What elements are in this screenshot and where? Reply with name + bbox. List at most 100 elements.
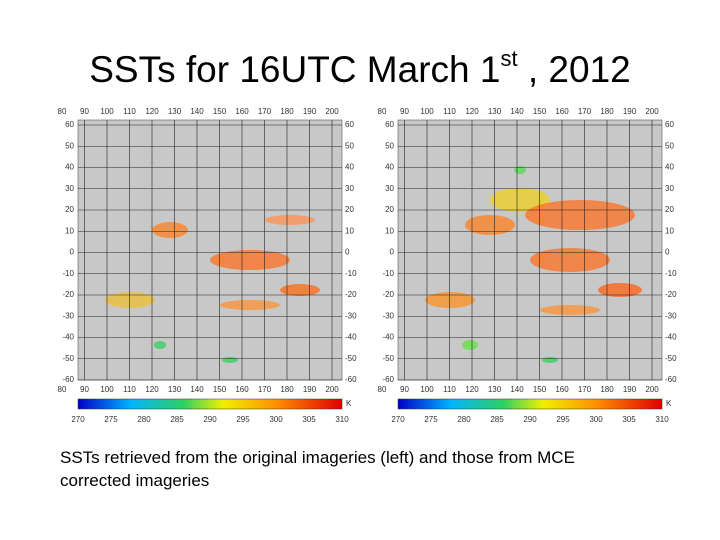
lat-label: -60 bbox=[382, 375, 394, 384]
lat-label: -60 bbox=[345, 375, 357, 384]
colorbar-label: 285 bbox=[170, 415, 184, 424]
lat-label: -30 bbox=[665, 311, 677, 320]
sst-patch bbox=[542, 357, 558, 363]
lon-label: 170 bbox=[258, 107, 272, 116]
sst-patch bbox=[265, 215, 315, 225]
lat-label: 50 bbox=[345, 141, 354, 150]
sst-patch bbox=[465, 215, 515, 235]
lon-label: 110 bbox=[123, 107, 136, 116]
lat-label: 60 bbox=[385, 120, 394, 129]
map-area bbox=[397, 119, 663, 381]
lon-label: 150 bbox=[533, 385, 547, 394]
lon-label: 130 bbox=[488, 107, 502, 116]
colorbar-unit: K bbox=[666, 399, 672, 408]
lat-label: 10 bbox=[665, 226, 674, 235]
sst-patch bbox=[540, 305, 600, 315]
lon-label: 120 bbox=[465, 385, 479, 394]
colorbar bbox=[397, 398, 663, 410]
sst-patch bbox=[462, 340, 478, 350]
lat-label: -20 bbox=[345, 290, 357, 299]
lon-label: 130 bbox=[168, 385, 182, 394]
lat-label: -60 bbox=[665, 375, 677, 384]
lat-label: -10 bbox=[345, 269, 357, 278]
lat-label: -10 bbox=[382, 269, 394, 278]
lon-label: 90 bbox=[80, 385, 89, 394]
lon-label: 160 bbox=[235, 107, 249, 116]
lat-label: 20 bbox=[385, 205, 394, 214]
lon-label: 140 bbox=[510, 385, 524, 394]
lat-label: 50 bbox=[665, 141, 674, 150]
lat-label: -30 bbox=[382, 311, 394, 320]
lat-label: -40 bbox=[665, 333, 677, 342]
lat-label: 30 bbox=[345, 184, 354, 193]
lon-label: 150 bbox=[213, 385, 227, 394]
lat-label: -30 bbox=[62, 311, 74, 320]
lon-label: 160 bbox=[555, 107, 569, 116]
lon-label: 140 bbox=[190, 385, 204, 394]
colorbar-label: 270 bbox=[71, 415, 85, 424]
lon-label: 180 bbox=[280, 385, 294, 394]
colorbar-label: 290 bbox=[203, 415, 217, 424]
lon-label: 140 bbox=[510, 107, 524, 116]
sst-patch bbox=[490, 188, 550, 212]
lat-label: 60 bbox=[65, 120, 74, 129]
colorbar-label: 275 bbox=[424, 415, 438, 424]
lat-label: -20 bbox=[62, 290, 74, 299]
sst-patch bbox=[525, 200, 635, 230]
lat-label: 10 bbox=[65, 226, 74, 235]
lat-label: -50 bbox=[62, 354, 74, 363]
lon-label: 180 bbox=[280, 107, 294, 116]
colorbar-label: 305 bbox=[622, 415, 636, 424]
colorbar-label: 270 bbox=[391, 415, 405, 424]
colorbar-label: 280 bbox=[137, 415, 151, 424]
colorbar-label: 300 bbox=[589, 415, 603, 424]
lat-label: -50 bbox=[665, 354, 677, 363]
lon-label: 110 bbox=[443, 385, 456, 394]
lat-label: 20 bbox=[65, 205, 74, 214]
lat-label: 20 bbox=[345, 205, 354, 214]
lon-label: 100 bbox=[420, 107, 434, 116]
lat-label: 50 bbox=[65, 141, 74, 150]
caption-line: SSTs retrieved from the original imageri… bbox=[60, 448, 575, 467]
colorbar-label: 290 bbox=[523, 415, 537, 424]
lon-label: 80 bbox=[58, 107, 67, 116]
sst-patch bbox=[222, 357, 238, 363]
lon-label: 100 bbox=[100, 107, 114, 116]
lon-label: 110 bbox=[123, 385, 136, 394]
colorbar-unit: K bbox=[346, 399, 352, 408]
lon-label: 80 bbox=[378, 107, 387, 116]
sst-patch bbox=[105, 292, 155, 308]
lon-label: 140 bbox=[190, 107, 204, 116]
colorbar-label: 305 bbox=[302, 415, 316, 424]
slide-title: SSTs for 16UTC March 1st , 2012 bbox=[89, 46, 631, 90]
lon-label: 90 bbox=[400, 385, 409, 394]
colorbar-label: 280 bbox=[457, 415, 471, 424]
lon-label: 130 bbox=[488, 385, 502, 394]
lon-label: 200 bbox=[645, 107, 659, 116]
sst-patch bbox=[530, 248, 610, 272]
lon-label: 200 bbox=[325, 385, 339, 394]
lat-label: -20 bbox=[382, 290, 394, 299]
lat-label: 0 bbox=[390, 248, 395, 257]
lat-label: 40 bbox=[65, 163, 74, 172]
lat-label: 40 bbox=[665, 163, 674, 172]
lon-label: 190 bbox=[303, 385, 317, 394]
lon-label: 130 bbox=[168, 107, 182, 116]
lon-label: 190 bbox=[623, 385, 637, 394]
lat-label: 50 bbox=[385, 141, 394, 150]
sst-patch bbox=[598, 283, 642, 297]
lon-label: 170 bbox=[578, 107, 592, 116]
lon-label: 120 bbox=[145, 107, 159, 116]
lon-label: 150 bbox=[533, 107, 547, 116]
sst-patch bbox=[280, 284, 320, 296]
lat-label: -10 bbox=[62, 269, 74, 278]
lat-label: 0 bbox=[345, 248, 350, 257]
lat-label: 10 bbox=[345, 226, 354, 235]
lat-label: 60 bbox=[665, 120, 674, 129]
lat-label: 0 bbox=[70, 248, 75, 257]
maps: 8080909010010011011012012013013014014015… bbox=[58, 107, 678, 424]
lon-label: 200 bbox=[325, 107, 339, 116]
lon-label: 190 bbox=[623, 107, 637, 116]
